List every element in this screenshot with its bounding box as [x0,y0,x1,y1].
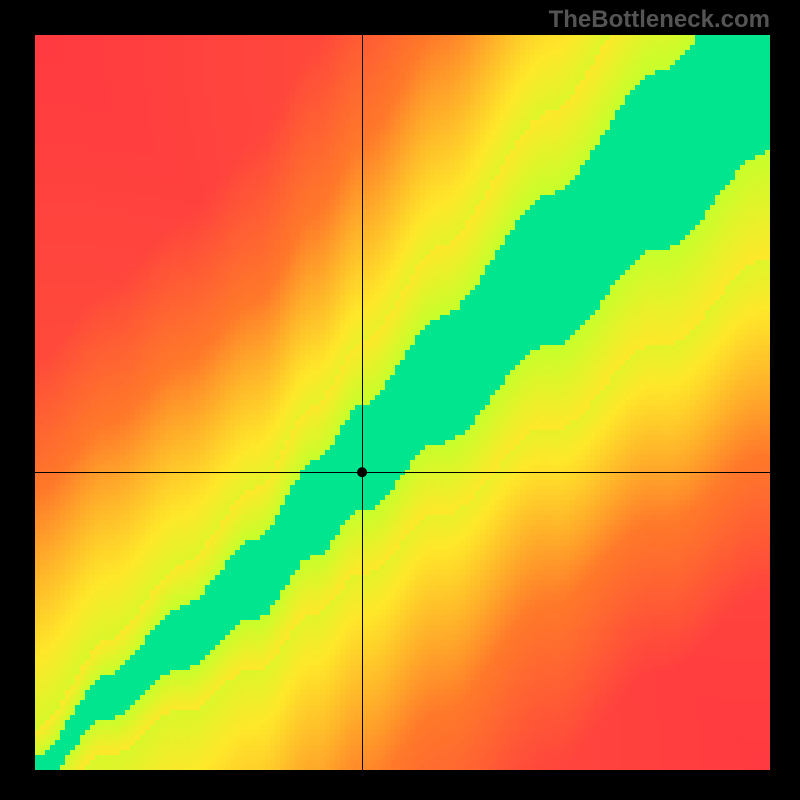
watermark-text: TheBottleneck.com [549,6,770,34]
bottleneck-heatmap-canvas [0,0,800,800]
chart-root: { "watermark": { "text": "TheBottleneck.… [0,0,800,800]
